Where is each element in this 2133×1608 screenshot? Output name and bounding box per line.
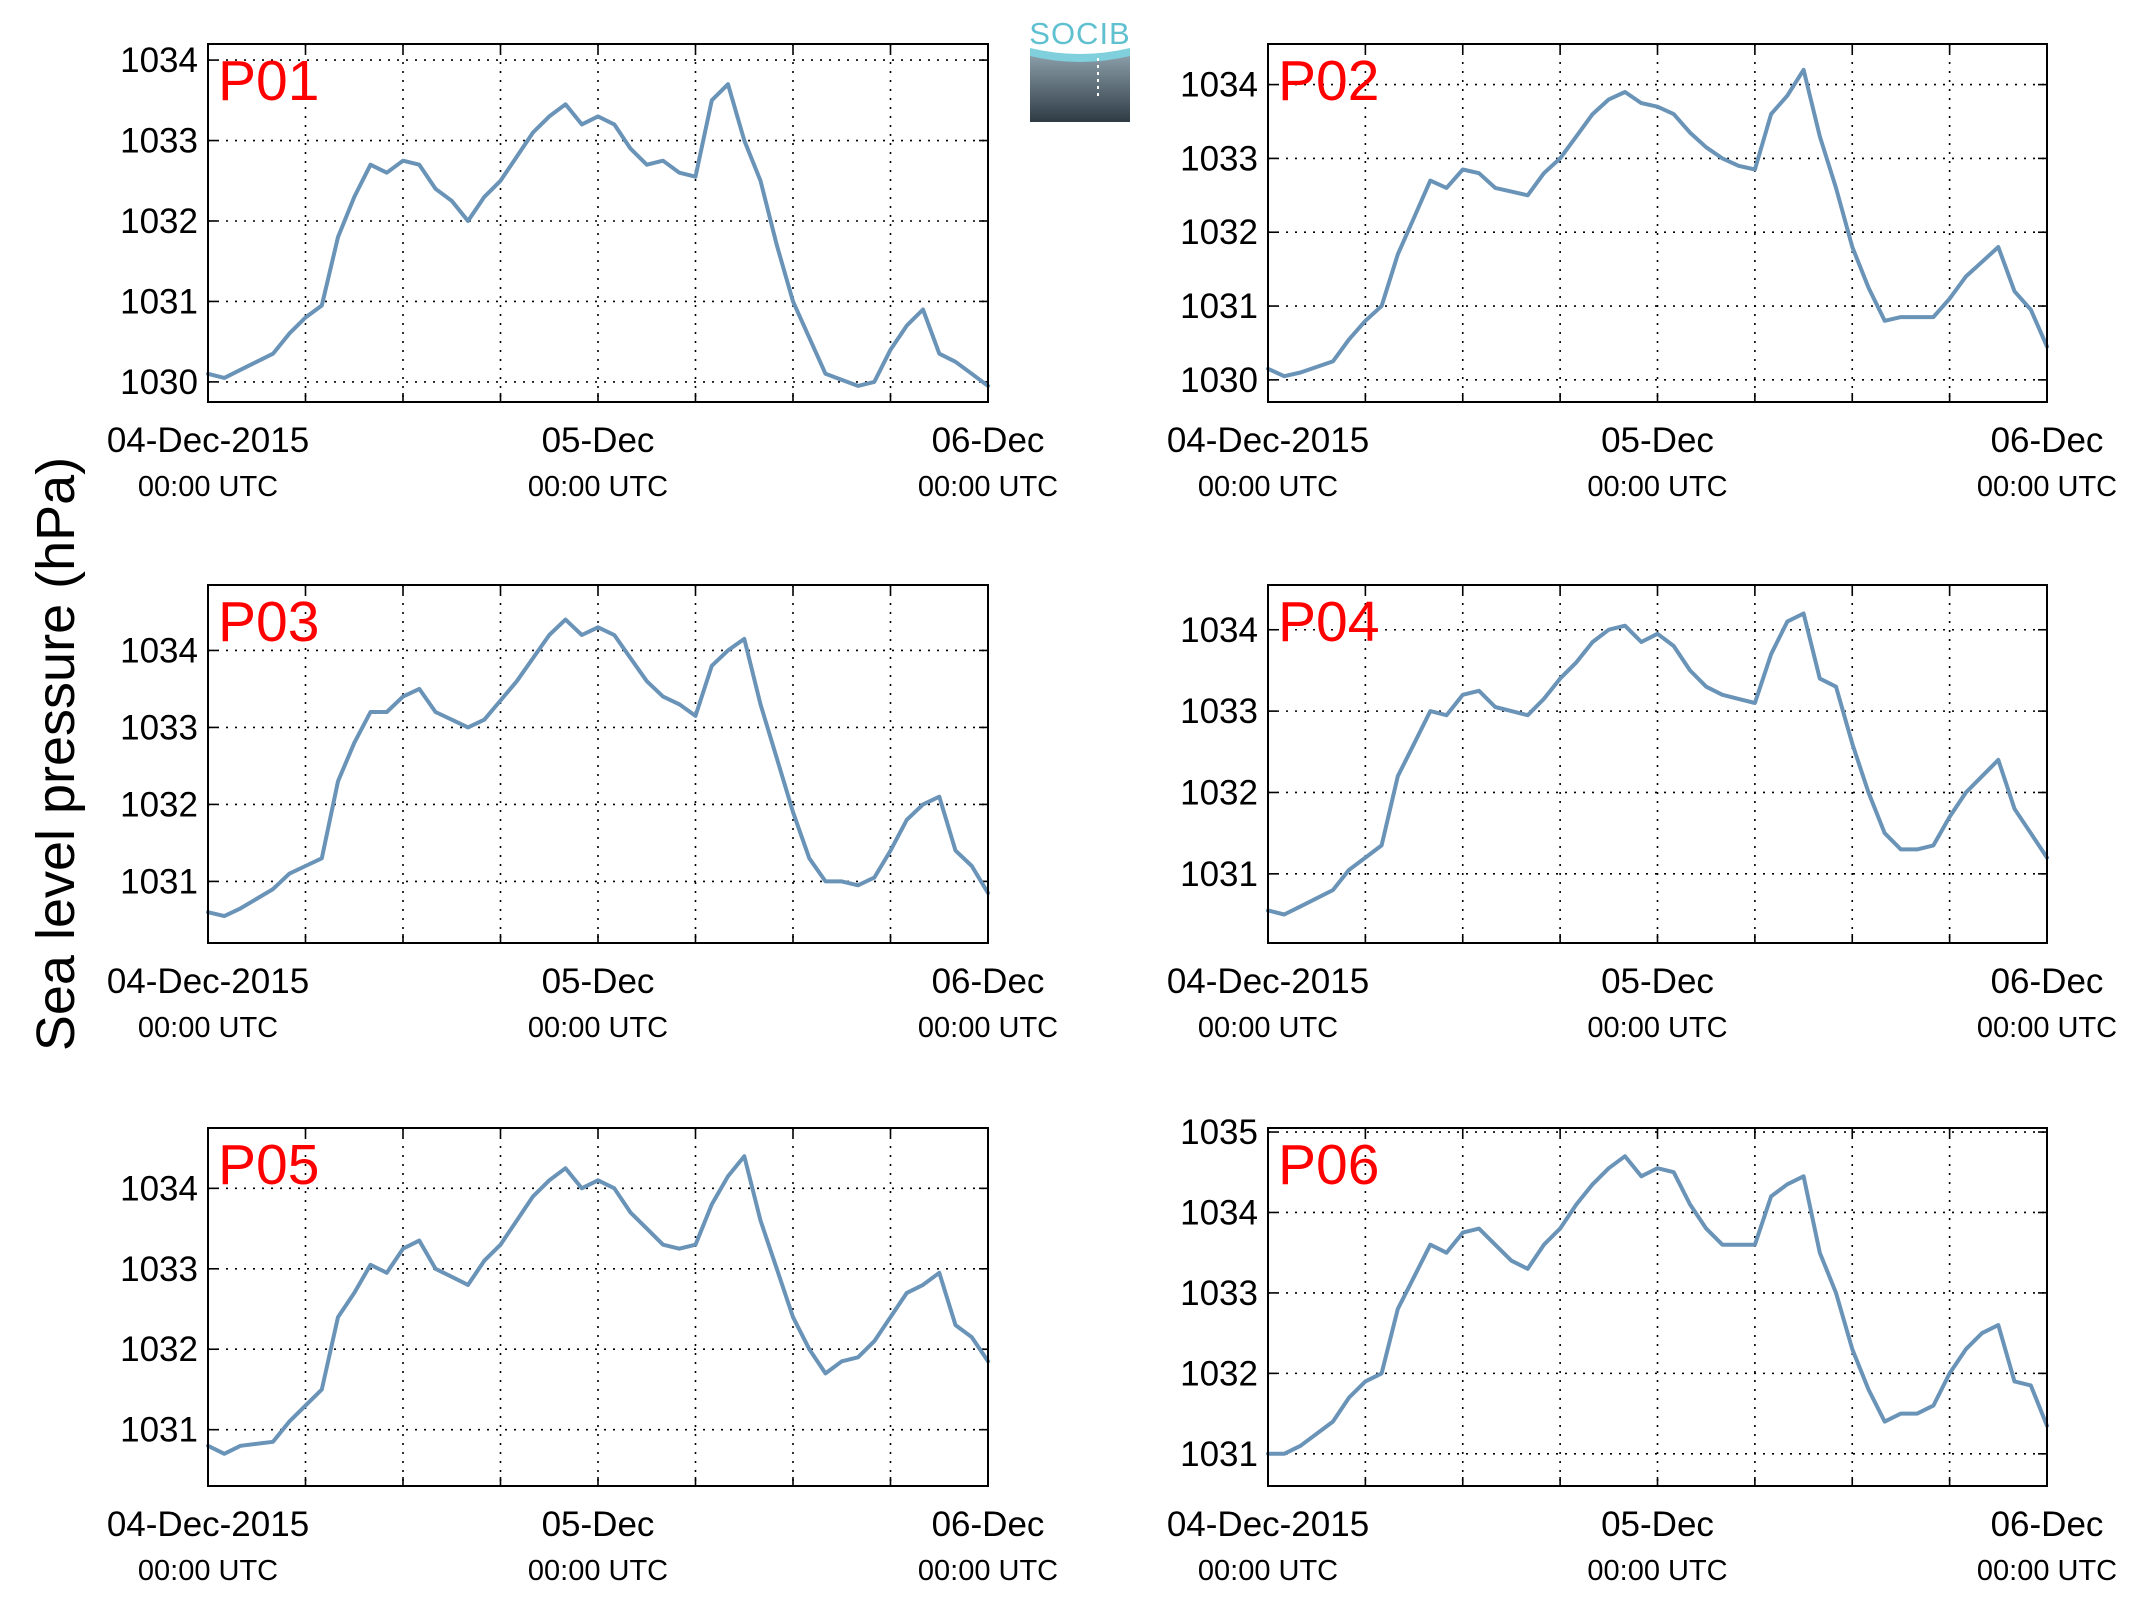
panel-label: P04 [1278, 590, 1379, 654]
x-tick-label: 05-Dec [1601, 1505, 1714, 1544]
x-tick-label: 06-Dec [1991, 1505, 2104, 1544]
x-tick-sublabel: 00:00 UTC [918, 1012, 1058, 1044]
chart-panels: 1030 1031 1032 1033 1034 04-Dec-2015 00:00 UTC… [107, 41, 2117, 1587]
plot-area [208, 585, 988, 943]
y-tick-label: 1032 [1180, 773, 1258, 812]
x-tick-sublabel: 00:00 UTC [138, 1555, 278, 1587]
x-tick-sublabel: 00:00 UTC [1977, 471, 2117, 503]
plot-frame [1267, 1127, 2048, 1487]
chart-p05: 1031 1032 1033 1034 04-Dec-2015 00:00 UTC 05-D… [107, 1127, 1058, 1587]
socib-logo: SOCIB [1029, 16, 1130, 122]
y-tick-label: 1034 [120, 41, 198, 80]
pressure-series-line [206, 82, 990, 388]
plot-area [208, 44, 988, 402]
x-tick-label: 04-Dec-2015 [1167, 962, 1369, 1001]
y-tick-label: 1031 [120, 1411, 198, 1450]
x-tick-label: 05-Dec [1601, 421, 1714, 460]
y-tick-label: 1033 [1180, 139, 1258, 178]
x-tick-label: 04-Dec-2015 [107, 421, 309, 460]
x-tick-sublabel: 00:00 UTC [528, 1555, 668, 1587]
y-tick-label: 1032 [1180, 1354, 1258, 1393]
x-tick-label: 05-Dec [542, 421, 655, 460]
panel-label: P06 [1278, 1133, 1379, 1197]
x-tick-sublabel: 00:00 UTC [1198, 1555, 1338, 1587]
y-tick-label: 1035 [1180, 1113, 1258, 1152]
x-tick-label: 04-Dec-2015 [107, 1505, 309, 1544]
y-tick-label: 1031 [1180, 287, 1258, 326]
y-tick-label: 1033 [120, 122, 198, 161]
panel-label: P02 [1278, 49, 1379, 113]
y-tick-label: 1034 [120, 631, 198, 670]
plot-frame [207, 43, 989, 403]
plot-area [1268, 1128, 2047, 1486]
pressure-series-line [206, 1154, 990, 1456]
x-tick-sublabel: 00:00 UTC [1587, 1012, 1727, 1044]
y-tick-label: 1031 [1180, 855, 1258, 894]
pressure-series-line [1266, 611, 2049, 917]
x-tick-label: 05-Dec [542, 1505, 655, 1544]
chart-p04: 1031 1032 1033 1034 04-Dec-2015 00:00 UTC 05-D… [1167, 584, 2117, 1044]
chart-p02: 1030 1031 1032 1033 1034 04-Dec-2015 00:00 UTC… [1167, 43, 2117, 503]
x-tick-sublabel: 00:00 UTC [1587, 1555, 1727, 1587]
panel-label: P03 [218, 590, 319, 654]
x-tick-sublabel: 00:00 UTC [1587, 471, 1727, 503]
pressure-series-line [1266, 67, 2049, 379]
x-tick-sublabel: 00:00 UTC [1198, 471, 1338, 503]
x-tick-label: 04-Dec-2015 [1167, 1505, 1369, 1544]
plot-area [1268, 585, 2047, 943]
chart-p01: 1030 1031 1032 1033 1034 04-Dec-2015 00:00 UTC… [107, 41, 1058, 503]
x-tick-sublabel: 00:00 UTC [1198, 1012, 1338, 1044]
x-tick-sublabel: 00:00 UTC [528, 1012, 668, 1044]
panel-label: P05 [218, 1133, 319, 1197]
x-tick-sublabel: 00:00 UTC [918, 1555, 1058, 1587]
y-tick-label: 1031 [120, 862, 198, 901]
x-tick-label: 06-Dec [932, 1505, 1045, 1544]
pressure-series-line [1266, 1154, 2049, 1456]
y-tick-label: 1033 [1180, 1274, 1258, 1313]
x-tick-sublabel: 00:00 UTC [138, 471, 278, 503]
x-tick-label: 05-Dec [1601, 962, 1714, 1001]
y-tick-label: 1033 [1180, 692, 1258, 731]
y-tick-label: 1034 [1180, 1193, 1258, 1232]
y-tick-label: 1034 [1180, 66, 1258, 105]
plot-frame [207, 584, 989, 944]
y-tick-label: 1034 [1180, 611, 1258, 650]
x-tick-label: 04-Dec-2015 [107, 962, 309, 1001]
plot-frame [207, 1127, 989, 1487]
x-tick-sublabel: 00:00 UTC [918, 471, 1058, 503]
y-tick-label: 1032 [1180, 213, 1258, 252]
x-tick-label: 06-Dec [932, 421, 1045, 460]
x-tick-sublabel: 00:00 UTC [1977, 1555, 2117, 1587]
x-tick-label: 06-Dec [1991, 962, 2104, 1001]
panel-label: P01 [218, 49, 319, 113]
figure-ylabel: Sea level pressure (hPa) [26, 457, 86, 1051]
logo-text: SOCIB [1029, 16, 1130, 51]
y-tick-label: 1033 [120, 1250, 198, 1289]
y-tick-label: 1030 [120, 363, 198, 402]
x-tick-label: 05-Dec [542, 962, 655, 1001]
x-tick-sublabel: 00:00 UTC [528, 471, 668, 503]
chart-p06: 1031 1032 1033 1034 1035 04-Dec-2015 00:00 UTC… [1167, 1113, 2117, 1587]
y-tick-label: 1032 [120, 1330, 198, 1369]
y-tick-label: 1031 [1180, 1435, 1258, 1474]
x-tick-sublabel: 00:00 UTC [138, 1012, 278, 1044]
y-tick-label: 1032 [120, 785, 198, 824]
pressure-series-line [206, 617, 990, 919]
x-tick-label: 06-Dec [1991, 421, 2104, 460]
plot-frame [1267, 584, 2048, 944]
plot-area [1268, 44, 2047, 402]
x-tick-sublabel: 00:00 UTC [1977, 1012, 2117, 1044]
y-tick-label: 1032 [120, 202, 198, 241]
y-tick-label: 1033 [120, 708, 198, 747]
x-tick-label: 04-Dec-2015 [1167, 421, 1369, 460]
chart-p03: 1031 1032 1033 1034 04-Dec-2015 00:00 UTC 05-D… [107, 584, 1058, 1044]
plot-frame [1267, 43, 2048, 403]
y-tick-label: 1030 [1180, 361, 1258, 400]
x-tick-label: 06-Dec [932, 962, 1045, 1001]
y-tick-label: 1034 [120, 1169, 198, 1208]
y-tick-label: 1031 [120, 282, 198, 321]
